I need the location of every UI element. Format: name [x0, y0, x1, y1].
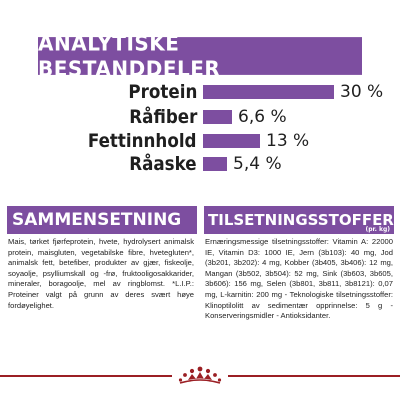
analysis-row-rafiber: Råfiber 6,6 % [0, 105, 400, 129]
analysis-value: 5,4 % [233, 154, 282, 174]
analysis-title: ANALYTISKE BESTANDDELER [38, 30, 221, 82]
analysis-label: Protein [128, 81, 197, 103]
analysis-row-raaske: Råaske 5,4 % [0, 152, 400, 176]
analysis-bar [203, 110, 232, 124]
analysis-value: 13 % [266, 131, 310, 151]
additives-text: Ernæringsmessige tilsetningsstoffer: Vit… [205, 237, 393, 321]
additives-header: TILSETNINGSSTOFFER (pr. kg) [204, 206, 394, 234]
additives-subtitle: (pr. kg) [365, 226, 390, 233]
analysis-row-fettinnhold: Fettinnhold 13 % [0, 129, 400, 153]
footer-line-right [228, 375, 400, 377]
analysis-row-protein: Protein 30 % [0, 80, 400, 104]
analysis-label: Råfiber [128, 106, 197, 128]
analysis-label: Fettinnhold [88, 130, 197, 152]
analysis-value: 30 % [340, 82, 384, 102]
composition-text: Mais, tørket fjørfeprotein, hvete, hydro… [8, 237, 194, 310]
analysis-banner: ANALYTISKE BESTANDDELER [38, 31, 362, 81]
footer-line-left [0, 375, 172, 377]
composition-header: SAMMENSETNING [7, 206, 197, 234]
analysis-bar [203, 134, 260, 148]
analysis-value: 6,6 % [238, 107, 287, 127]
analysis-bar [203, 157, 227, 171]
additives-title: TILSETNINGSSTOFFER [208, 211, 394, 229]
analysis-label: Råaske [129, 153, 197, 175]
composition-title: SAMMENSETNING [12, 210, 182, 230]
royal-canin-crown-logo-icon [178, 366, 222, 384]
analysis-bar [203, 85, 334, 99]
